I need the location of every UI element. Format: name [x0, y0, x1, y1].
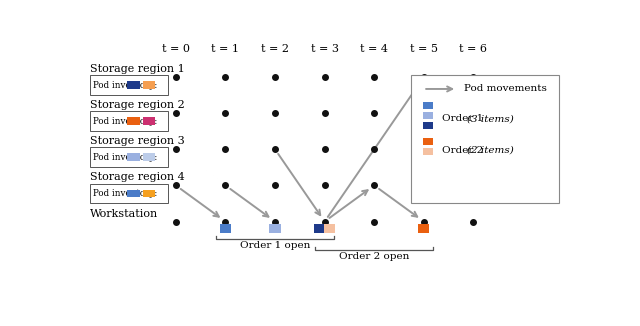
Text: Pod inventory:: Pod inventory:: [93, 81, 157, 90]
Bar: [423, 148, 433, 155]
Text: Order 2 open: Order 2 open: [339, 252, 410, 261]
Text: t = 1: t = 1: [211, 44, 239, 53]
Bar: [269, 224, 281, 233]
Text: Order 2: Order 2: [442, 145, 486, 155]
Bar: [127, 189, 140, 198]
Bar: [220, 224, 231, 233]
Bar: [423, 112, 433, 119]
Bar: [143, 81, 155, 89]
Text: Order 1 open: Order 1 open: [240, 241, 310, 250]
Bar: [324, 224, 335, 233]
Text: Pod inventory:: Pod inventory:: [93, 189, 157, 198]
Bar: [411, 75, 559, 203]
Bar: [423, 122, 433, 129]
Text: Storage region 3: Storage region 3: [90, 136, 184, 146]
Text: Storage region 4: Storage region 4: [90, 172, 184, 183]
Text: Pod inventory:: Pod inventory:: [93, 117, 157, 126]
Bar: [127, 117, 140, 125]
Bar: [143, 117, 155, 125]
Text: Order 1: Order 1: [442, 114, 486, 124]
Text: t = 4: t = 4: [360, 44, 388, 53]
Text: (2 items): (2 items): [467, 145, 513, 155]
Text: t = 5: t = 5: [410, 44, 438, 53]
Bar: [314, 224, 325, 233]
Bar: [127, 81, 140, 89]
Text: Storage region 1: Storage region 1: [90, 64, 184, 74]
Bar: [90, 75, 168, 95]
Bar: [90, 184, 168, 203]
Bar: [143, 154, 155, 161]
Text: t = 2: t = 2: [261, 44, 289, 53]
Bar: [143, 189, 155, 198]
Text: Pod inventory:: Pod inventory:: [93, 153, 157, 162]
Bar: [423, 102, 433, 109]
Text: t = 6: t = 6: [460, 44, 488, 53]
Text: t = 0: t = 0: [162, 44, 190, 53]
Text: (3 items): (3 items): [467, 114, 513, 124]
Bar: [423, 138, 433, 145]
Text: Storage region 2: Storage region 2: [90, 100, 184, 110]
Bar: [127, 154, 140, 161]
Text: Workstation: Workstation: [90, 209, 158, 218]
Bar: [90, 147, 168, 167]
Text: Pod movements: Pod movements: [465, 84, 547, 94]
Bar: [90, 111, 168, 131]
Bar: [418, 224, 429, 233]
Text: t = 3: t = 3: [310, 44, 339, 53]
